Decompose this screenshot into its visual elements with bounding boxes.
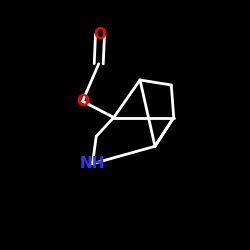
Text: NH: NH xyxy=(80,156,105,171)
Text: O: O xyxy=(94,27,106,42)
Text: O: O xyxy=(76,94,89,109)
